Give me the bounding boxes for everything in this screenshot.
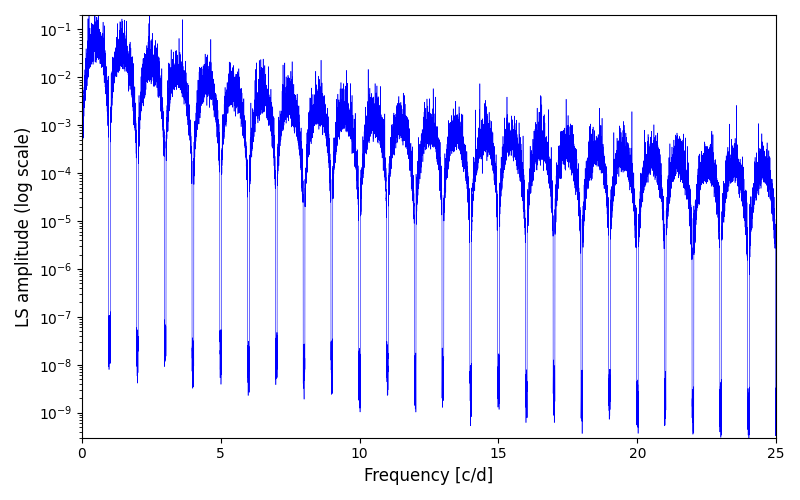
X-axis label: Frequency [c/d]: Frequency [c/d] — [364, 467, 494, 485]
Y-axis label: LS amplitude (log scale): LS amplitude (log scale) — [15, 126, 33, 326]
